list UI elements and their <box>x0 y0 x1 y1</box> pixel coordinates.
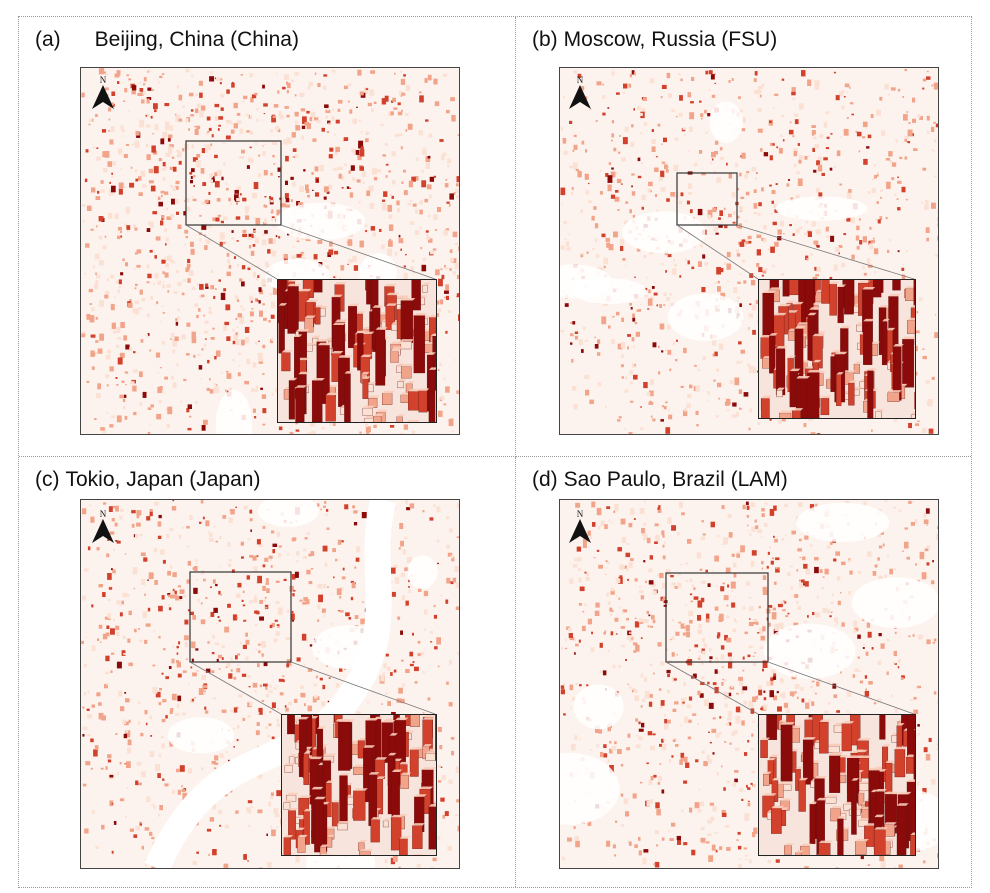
north-label: N <box>99 75 107 85</box>
panel-label: (a) <box>35 28 61 51</box>
panel-city: Beijing, China (China) <box>94 28 299 51</box>
figure-grid: (a) Beijing, China (China) N (b) Moscow, R… <box>18 16 972 888</box>
panel-title: (c) Tokio, Japan (Japan) <box>35 468 260 492</box>
panel-city: Sao Paulo, Brazil (LAM) <box>563 468 788 491</box>
inset-3d-buildings <box>282 715 436 855</box>
panel-title: (b) Moscow, Russia (FSU) <box>532 28 777 52</box>
panel-title: (a) Beijing, China (China) <box>35 28 299 52</box>
zoom-source-box <box>665 572 769 663</box>
panel-moscow: (b) Moscow, Russia (FSU) N <box>516 17 971 457</box>
panel-label: (c) <box>35 468 60 491</box>
zoom-connector <box>676 172 915 280</box>
panel-tokio: (c) Tokio, Japan (Japan) N <box>19 457 516 887</box>
panel-city: Moscow, Russia (FSU) <box>563 28 778 51</box>
panel-label: (d) <box>532 468 558 491</box>
zoom-3d-inset <box>281 714 437 856</box>
north-label: N <box>576 509 584 519</box>
panel-title: (d) Sao Paulo, Brazil (LAM) <box>532 468 788 492</box>
zoom-3d-inset <box>758 279 916 419</box>
north-label: N <box>576 75 584 85</box>
zoom-connector <box>189 571 436 715</box>
zoom-connector <box>185 140 436 280</box>
panel-label: (b) <box>532 28 558 51</box>
zoom-connector <box>665 572 915 715</box>
north-arrow-icon: N <box>92 75 114 109</box>
panel-sao-paulo: (d) Sao Paulo, Brazil (LAM) N <box>516 457 971 887</box>
panel-city: Tokio, Japan (Japan) <box>65 468 261 491</box>
zoom-source-box <box>676 172 738 226</box>
inset-3d-buildings <box>759 280 915 418</box>
panel-beijing: (a) Beijing, China (China) N <box>19 17 516 457</box>
inset-3d-buildings <box>759 715 915 855</box>
density-map <box>81 68 459 434</box>
zoom-source-box <box>189 571 292 663</box>
north-label: N <box>99 509 107 519</box>
zoom-source-box <box>185 140 282 226</box>
inset-3d-buildings <box>278 280 436 422</box>
north-arrow-icon: N <box>569 509 591 543</box>
zoom-3d-inset <box>277 279 437 423</box>
north-arrow-icon: N <box>92 509 114 543</box>
zoom-3d-inset <box>758 714 916 856</box>
north-arrow-icon: N <box>569 75 591 109</box>
